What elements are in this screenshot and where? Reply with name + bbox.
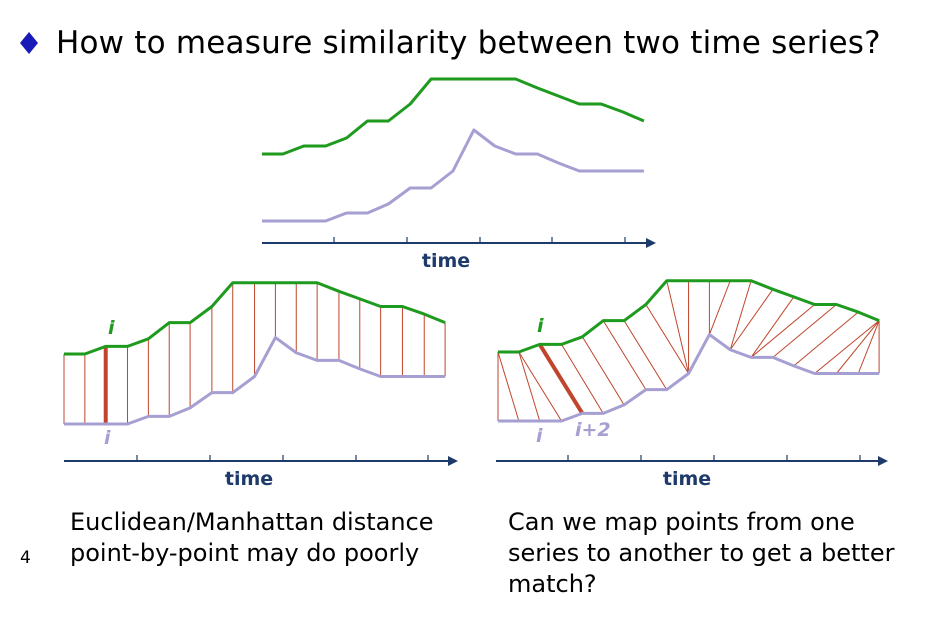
top-time-label: time bbox=[422, 250, 470, 272]
right-series-green bbox=[498, 279, 880, 354]
left-series-purple bbox=[64, 336, 446, 426]
warp-connector bbox=[772, 304, 837, 358]
warp-connector bbox=[729, 289, 774, 351]
warp-connector bbox=[518, 351, 562, 422]
warp-connector bbox=[645, 304, 689, 374]
warp-connector bbox=[729, 280, 752, 350]
right-axis-arrowhead bbox=[878, 456, 888, 466]
left-index-i-top: i bbox=[108, 317, 115, 339]
caption-mapping: Can we map points from one series to ano… bbox=[508, 508, 895, 598]
warp-connector bbox=[561, 344, 604, 414]
right-series-purple bbox=[498, 333, 880, 423]
warp-connector bbox=[602, 320, 647, 390]
caption-euclidean: Euclidean/Manhattan distance point-by-po… bbox=[70, 508, 434, 567]
warp-connector bbox=[836, 320, 880, 374]
page-number: 4 bbox=[20, 548, 31, 568]
diamond-bullet-icon bbox=[18, 28, 40, 58]
warp-connector bbox=[750, 304, 815, 358]
top-series-purple bbox=[262, 128, 644, 223]
warp-connector bbox=[708, 280, 731, 335]
warp-connector bbox=[750, 296, 795, 358]
warp-connector bbox=[666, 280, 690, 374]
right-index-i-bottom: i bbox=[536, 425, 543, 447]
right-index-i-plus-2: i+2 bbox=[575, 419, 611, 441]
slide-title: How to measure similarity between two ti… bbox=[56, 25, 881, 61]
right-index-i-top: i bbox=[537, 315, 544, 337]
top-axis-arrowhead bbox=[646, 238, 656, 248]
top-series-green bbox=[262, 77, 645, 156]
warp-connector bbox=[623, 320, 668, 390]
warp-connector bbox=[518, 351, 541, 422]
warp-connector-highlight bbox=[538, 343, 585, 415]
diamond-bullet-shape bbox=[20, 32, 38, 54]
left-index-i-bottom: i bbox=[104, 427, 111, 449]
slide-heading: How to measure similarity between two ti… bbox=[18, 18, 881, 68]
right-time-label: time bbox=[663, 468, 711, 490]
left-series-green bbox=[64, 281, 446, 356]
left-axis-arrowhead bbox=[448, 456, 458, 466]
warp-connector bbox=[857, 320, 880, 374]
warp-connector bbox=[793, 311, 859, 367]
warp-connector bbox=[581, 336, 625, 406]
warp-connector bbox=[497, 351, 520, 422]
warp-connector bbox=[814, 320, 880, 374]
left-time-label: time bbox=[225, 468, 273, 490]
